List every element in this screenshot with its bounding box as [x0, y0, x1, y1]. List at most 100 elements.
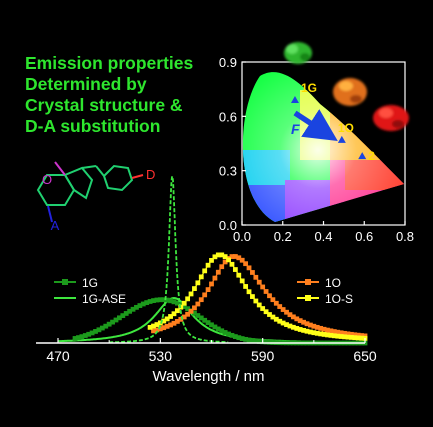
data-point-1G — [140, 301, 146, 307]
data-point-1O — [328, 328, 334, 334]
x-axis-label: Wavelength / nm — [153, 368, 265, 385]
data-point-1O — [342, 330, 347, 336]
data-point-1G — [106, 321, 112, 327]
x-tick-label: 530 — [149, 348, 173, 364]
data-point-1O — [294, 316, 300, 322]
data-point-1O-S — [328, 332, 334, 338]
data-point-1O-S — [311, 330, 317, 336]
data-point-1O — [331, 329, 337, 334]
data-point-1O-S — [250, 294, 255, 299]
data-point-1O — [362, 333, 368, 339]
data-point-1O-S — [318, 331, 324, 337]
data-point-1O — [263, 289, 269, 294]
data-point-1G — [134, 304, 139, 310]
data-point-1G — [263, 339, 269, 345]
acceptor-bond — [47, 205, 53, 223]
data-point-1O-S — [335, 333, 341, 339]
data-point-1G — [86, 331, 92, 337]
data-point-1O — [168, 322, 173, 328]
data-point-1O-S — [263, 309, 269, 315]
data-point-1O — [335, 329, 341, 335]
data-point-1O — [192, 305, 197, 311]
data-point-1G — [192, 310, 197, 316]
data-point-1O — [174, 319, 180, 324]
data-point-1O — [209, 281, 214, 287]
data-point-1O-S — [174, 308, 180, 314]
cie-point-1O — [337, 135, 346, 143]
data-point-1G — [151, 298, 156, 303]
data-point-1O-S — [260, 306, 266, 311]
data-point-1G — [147, 299, 153, 304]
data-point-1O-S — [253, 298, 259, 304]
data-point-1O-S — [280, 320, 286, 326]
data-point-1O — [318, 325, 324, 331]
data-point-1O-S — [209, 257, 214, 263]
data-point-1O — [321, 326, 327, 332]
data-point-1G — [215, 326, 221, 332]
data-point-1O-S — [232, 267, 238, 272]
data-point-1G — [209, 322, 214, 328]
data-point-1O — [178, 316, 184, 322]
data-point-1O — [202, 292, 208, 298]
data-point-1O — [253, 274, 259, 280]
data-point-1O-S — [202, 268, 208, 274]
x-tick-label: 650 — [353, 348, 377, 364]
data-point-1O-S — [181, 300, 187, 306]
data-point-1O — [260, 284, 266, 290]
data-point-1O — [338, 330, 344, 336]
data-point-1G — [236, 335, 242, 341]
crystal-orange-image — [333, 78, 367, 106]
data-point-1O-S — [304, 328, 310, 334]
data-point-1O — [239, 257, 245, 263]
cie-y-tick-label: 0.0 — [219, 218, 237, 233]
cie-point-1G — [290, 96, 299, 104]
data-point-1G — [171, 299, 177, 305]
headline-line-2: Determined by — [25, 74, 147, 94]
data-point-1O — [164, 323, 170, 329]
data-point-1O — [198, 297, 204, 303]
data-point-1O — [359, 333, 364, 338]
data-point-1O-S — [277, 318, 283, 324]
legend-swatch-marker — [62, 279, 68, 285]
data-point-1O-S — [229, 261, 235, 267]
data-point-1O-S — [147, 324, 153, 330]
data-point-1G — [96, 327, 102, 333]
data-point-1G — [154, 297, 160, 303]
data-point-1G — [178, 302, 184, 308]
data-point-1O-S — [273, 316, 279, 322]
data-point-1O-S — [348, 335, 354, 340]
data-point-1G — [123, 311, 129, 316]
data-point-1G — [232, 334, 238, 339]
data-point-1O-S — [246, 289, 252, 295]
data-point-1G — [76, 335, 81, 341]
data-point-1O — [287, 312, 293, 318]
data-point-1O — [236, 255, 242, 261]
data-point-1O-S — [267, 312, 272, 317]
data-point-1O-S — [301, 327, 306, 333]
data-point-1O — [256, 279, 262, 285]
arrow-label: F — [291, 121, 300, 137]
data-point-1O — [280, 307, 286, 312]
data-point-1O-S — [198, 274, 204, 280]
data-point-1O — [205, 287, 211, 293]
data-point-1O-S — [321, 332, 327, 337]
data-point-1O-S — [161, 318, 167, 324]
data-point-1O — [355, 332, 361, 338]
data-point-1O — [181, 314, 187, 320]
data-point-1G — [89, 330, 95, 336]
data-point-1O-S — [294, 326, 300, 331]
data-point-1O — [246, 265, 252, 271]
data-point-1O — [325, 327, 330, 333]
data-point-1O-S — [215, 252, 221, 258]
data-point-1G — [144, 300, 150, 306]
data-point-1O-S — [314, 330, 320, 336]
data-point-1G — [181, 304, 187, 310]
data-point-1O — [195, 301, 201, 307]
data-point-1G — [222, 330, 228, 335]
data-point-1O — [311, 323, 317, 329]
crystal-green-image — [284, 42, 312, 64]
data-point-1G — [93, 329, 98, 334]
data-point-1O — [229, 254, 235, 259]
data-point-1G — [99, 325, 105, 331]
